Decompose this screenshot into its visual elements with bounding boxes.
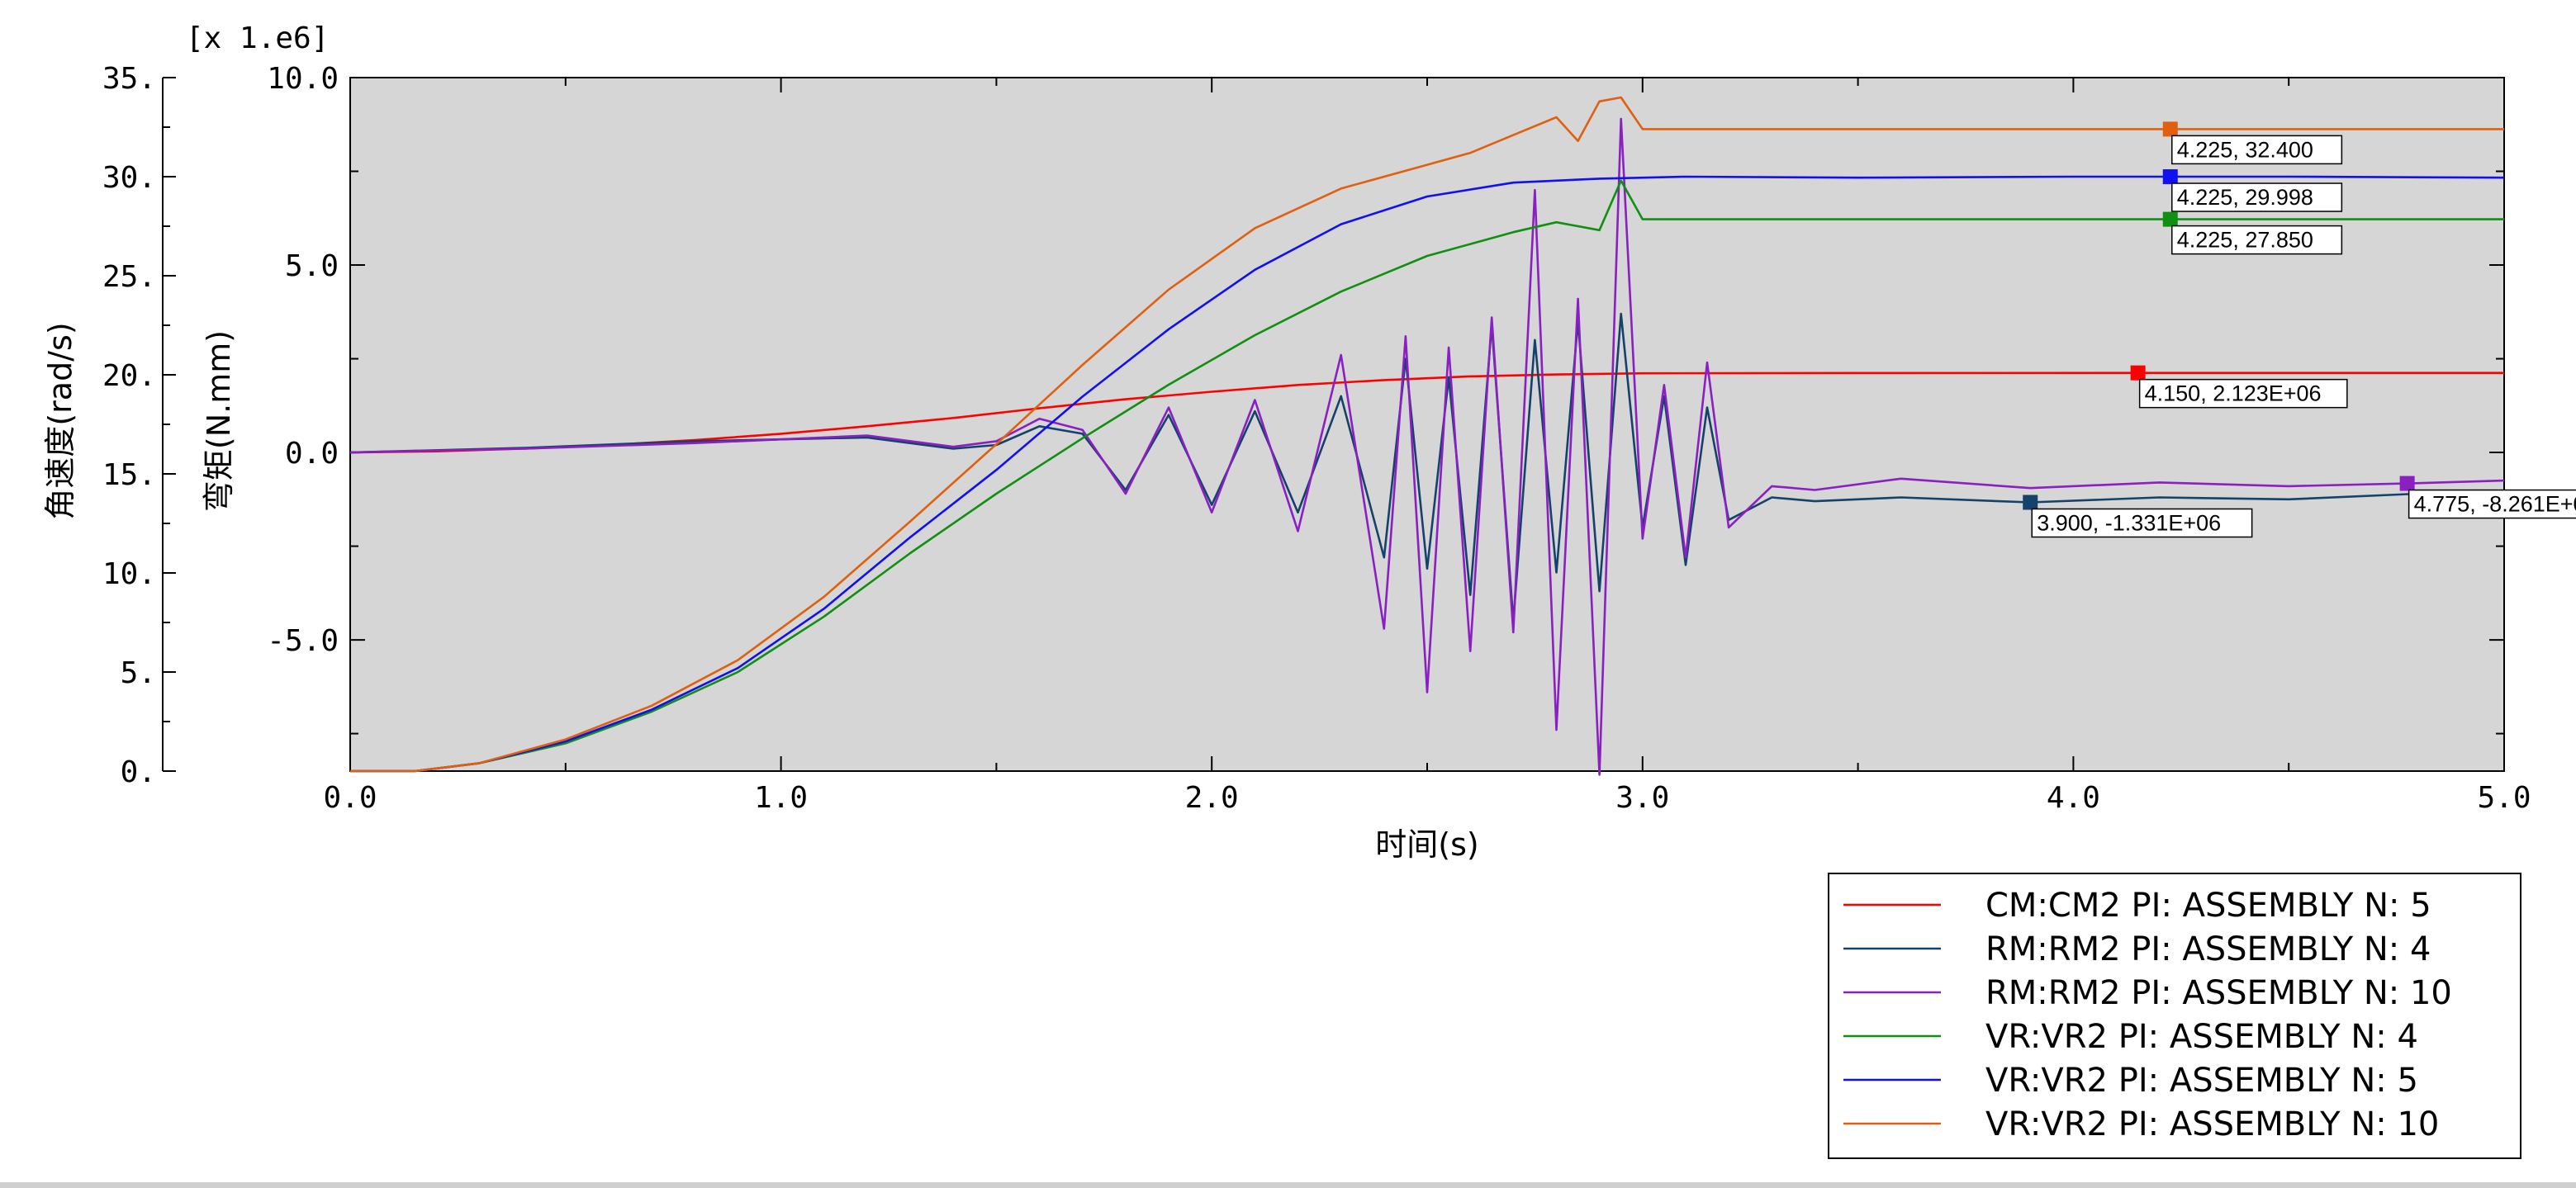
y-left-axis-title: 角速度(rad/s) bbox=[42, 322, 78, 519]
annotation-text: 4.225, 27.850 bbox=[2177, 228, 2313, 253]
y-left-tick-label: 30. bbox=[102, 161, 156, 195]
series-line-2 bbox=[349, 312, 2505, 622]
x-tick-label: 2.0 bbox=[1185, 781, 1239, 815]
legend-label: RM:RM2 PI: ASSEMBLY N: 10 bbox=[1985, 974, 2452, 1012]
annotation-text: 4.225, 32.400 bbox=[2177, 137, 2313, 162]
annotation-text: 3.900, -1.331E+06 bbox=[2037, 510, 2221, 535]
annotation-marker bbox=[2162, 169, 2178, 185]
annotation-label-5: 3.900, -1.331E+06 bbox=[2031, 508, 2253, 538]
legend-label: VR:VR2 PI: ASSEMBLY N: 4 bbox=[1985, 1018, 2418, 1056]
legend-label: VR:VR2 PI: ASSEMBLY N: 10 bbox=[1985, 1105, 2439, 1143]
annotation-marker bbox=[2023, 495, 2038, 510]
legend: CM:CM2 PI: ASSEMBLY N: 5 RM:RM2 PI: ASSEM… bbox=[1828, 873, 2521, 1159]
y-left-tick-label: 5. bbox=[121, 656, 156, 690]
series-line-6 bbox=[350, 96, 2504, 773]
axes: 0. 5. 10. 15. 20. 25. 30. 35. -5.0 0.0 5.0 10.0 0.0 1… bbox=[102, 62, 2531, 815]
y-right-axis-title: 弯矩(N.mm) bbox=[201, 330, 237, 512]
annotation-marker bbox=[2162, 121, 2178, 137]
annotation-label-4: 4.150, 2.123E+06 bbox=[2138, 378, 2348, 409]
x-tick-label: 1.0 bbox=[754, 781, 808, 815]
y-left-tick-label: 15. bbox=[102, 458, 156, 492]
series-lines bbox=[349, 96, 2505, 776]
annotation-text: 4.775, -8.261E+05 bbox=[2414, 492, 2576, 517]
y-left-tick-label: 35. bbox=[102, 62, 156, 96]
annotation-box bbox=[2138, 378, 2348, 409]
annotation-label-3: 4.225, 27.850 bbox=[2171, 225, 2343, 255]
annotation-marker bbox=[2399, 476, 2415, 491]
series-line-3 bbox=[349, 117, 2505, 776]
legend-label: VR:VR2 PI: ASSEMBLY N: 5 bbox=[1985, 1062, 2418, 1100]
y-right-tick-label: 0.0 bbox=[285, 437, 339, 471]
y-left-tick-label: 0. bbox=[121, 755, 156, 789]
annotation-text: 4.150, 2.123E+06 bbox=[2145, 381, 2322, 406]
annotation-box bbox=[2171, 225, 2343, 255]
annotation-marker bbox=[2130, 365, 2146, 381]
series-line-4 bbox=[350, 179, 2504, 773]
annotation-label-1: 4.225, 32.400 bbox=[2171, 135, 2343, 165]
x-tick-label: 3.0 bbox=[1615, 781, 1669, 815]
annotation-box bbox=[2031, 508, 2253, 538]
y-left-tick-label: 20. bbox=[102, 359, 156, 393]
series-line-5 bbox=[350, 175, 2505, 773]
annotations: 4.225, 32.400 4.225, 29.998 4.225, 27.850 4… bbox=[2023, 121, 2576, 538]
x-axis-title: 时间(s) bbox=[1375, 826, 1478, 863]
annotation-label-6: 4.775, -8.261E+05 bbox=[2408, 489, 2576, 519]
annotation-label-2: 4.225, 29.998 bbox=[2171, 182, 2343, 212]
annotation-marker bbox=[2162, 211, 2178, 227]
legend-label: RM:RM2 PI: ASSEMBLY N: 4 bbox=[1985, 930, 2431, 968]
bottom-border bbox=[0, 1182, 2576, 1188]
legend-box bbox=[1828, 873, 2521, 1159]
x-tick-label: 0.0 bbox=[323, 781, 377, 815]
x-tick-label: 5.0 bbox=[2477, 781, 2531, 815]
legend-label: CM:CM2 PI: ASSEMBLY N: 5 bbox=[1985, 887, 2431, 925]
y-left-tick-label: 25. bbox=[102, 260, 156, 294]
x-tick-label: 4.0 bbox=[2047, 781, 2100, 815]
plot-area bbox=[349, 77, 2505, 772]
y-multiplier-label: [x 1.e6] bbox=[186, 21, 329, 55]
y-right-tick-label: 5.0 bbox=[285, 249, 339, 283]
y-left-tick-label: 10. bbox=[102, 557, 156, 591]
y-right-tick-label: -5.0 bbox=[267, 624, 339, 658]
annotation-box bbox=[2171, 182, 2343, 212]
annotation-text: 4.225, 29.998 bbox=[2177, 185, 2313, 210]
annotation-box bbox=[2408, 489, 2576, 519]
annotation-box bbox=[2171, 135, 2343, 165]
y-right-tick-label: 10.0 bbox=[267, 62, 339, 96]
